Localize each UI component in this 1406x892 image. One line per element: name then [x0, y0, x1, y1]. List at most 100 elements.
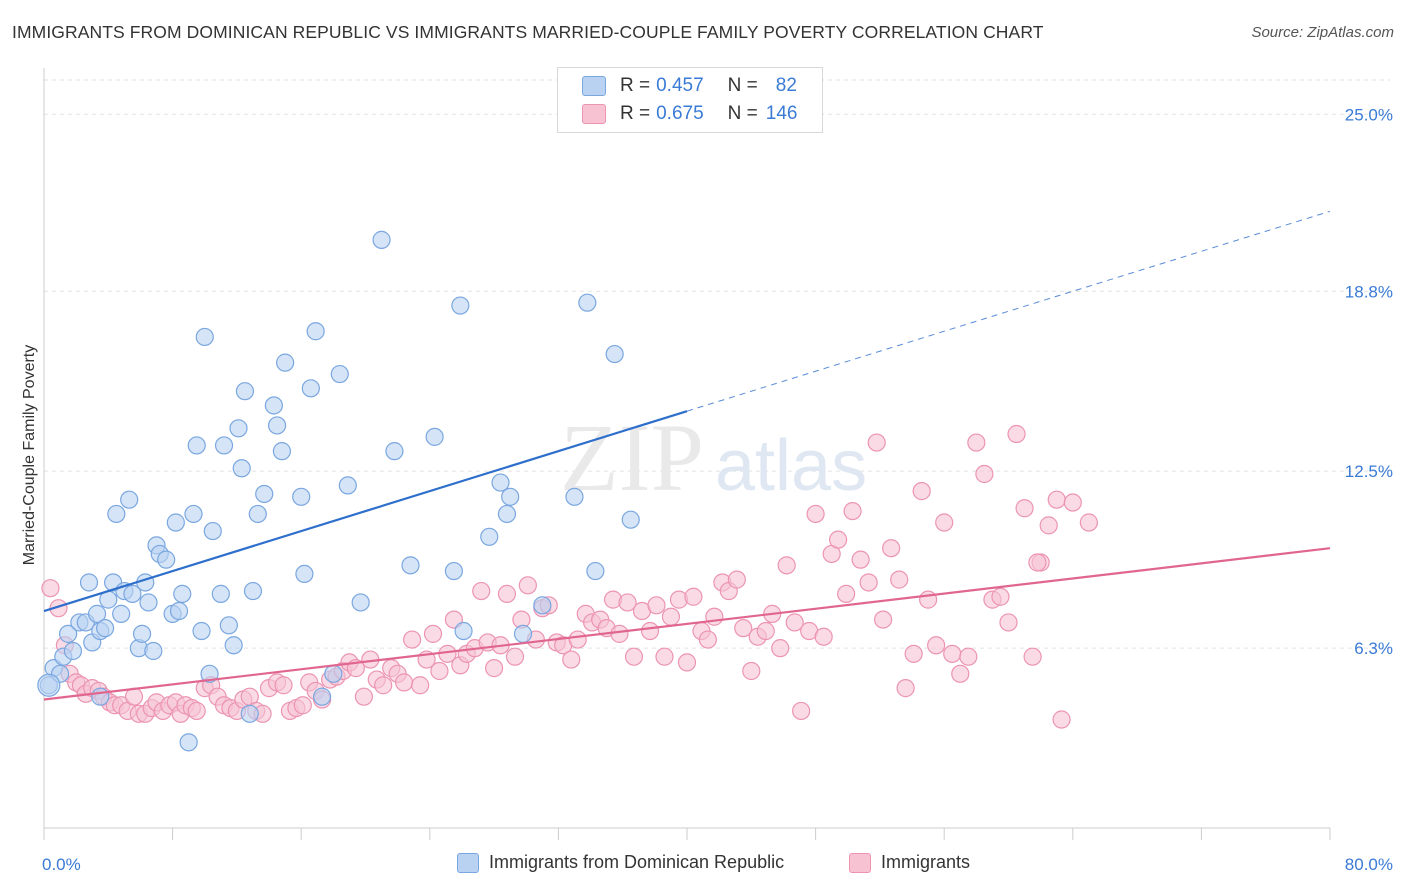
immigrants-point — [1039, 516, 1058, 535]
immigrants-point — [1023, 647, 1042, 666]
dominican-point — [578, 293, 597, 312]
immigrants-point — [1015, 499, 1034, 518]
immigrants-point — [727, 570, 746, 589]
dominican-point — [351, 593, 370, 612]
y-tick-label: 12.5% — [1345, 462, 1393, 481]
dominican-point — [63, 641, 83, 661]
immigrants-point — [742, 661, 761, 681]
immigrants-point — [785, 613, 804, 632]
immigrants-point — [959, 647, 978, 666]
immigrants-point — [904, 644, 923, 663]
dominican-point — [565, 487, 584, 506]
dominican-point — [497, 504, 517, 524]
immigrants-point — [771, 639, 790, 658]
immigrants-point — [896, 679, 915, 698]
dominican-point — [425, 427, 444, 446]
y-tick-label: 6.3% — [1354, 639, 1393, 658]
bottom-swatch-pink — [849, 852, 871, 873]
dominican-point — [224, 636, 243, 655]
dominican-point — [95, 619, 115, 638]
stats-legend: R = 0.457 N = 82 R = 0.675 N = 146 — [557, 67, 823, 133]
immigrants-point — [882, 539, 901, 558]
dominican-point — [240, 704, 259, 723]
immigrants-point — [943, 644, 962, 663]
legend-n-label: N = — [727, 75, 758, 96]
dominican-point — [533, 596, 552, 615]
watermark-atlas: atlas — [715, 426, 867, 506]
legend-r-label: R = — [620, 75, 651, 96]
dominican-point — [264, 396, 283, 415]
immigrants-point — [935, 513, 954, 532]
dominican-point — [444, 561, 464, 581]
immigrants-point — [472, 581, 491, 601]
immigrants-point — [1047, 490, 1066, 509]
y-tick-label: 25.0% — [1345, 105, 1393, 124]
dominican-point — [79, 573, 99, 592]
dominican-point — [324, 664, 343, 683]
bottom-legend-dominican: Immigrants from Dominican Republic — [457, 852, 784, 873]
dominican-point — [301, 379, 320, 398]
immigrants-point — [274, 676, 293, 695]
immigrants-point — [640, 621, 660, 641]
dominican-point — [91, 687, 110, 706]
immigrants-point — [867, 433, 886, 452]
dominican-point — [195, 327, 214, 347]
immigrants-point — [705, 607, 724, 626]
dominican-point — [501, 487, 520, 506]
dominican-point — [621, 510, 640, 529]
immigrants-point — [655, 647, 674, 666]
dominican-point — [214, 436, 234, 455]
immigrants-point — [919, 590, 938, 609]
immigrants-point — [1079, 513, 1098, 532]
immigrants-point — [792, 701, 811, 721]
chart-title: IMMIGRANTS FROM DOMINICAN REPUBLIC VS IM… — [12, 22, 1044, 42]
dominican-point — [139, 593, 158, 612]
dominican-point — [87, 604, 107, 623]
legend-row-dominican: R = 0.457 N = 82 — [582, 74, 797, 98]
dominican-point — [454, 621, 473, 641]
dominican-point — [200, 664, 219, 683]
dominican-trend-line — [43, 410, 688, 613]
bottom-legend-label: Immigrants — [881, 852, 971, 872]
immigrants-point — [187, 701, 206, 721]
immigrants-point — [293, 696, 312, 715]
legend-swatch-blue — [582, 76, 606, 96]
immigrants-point — [967, 433, 986, 452]
dominican-point — [173, 584, 192, 603]
bottom-swatch-blue — [457, 852, 479, 873]
immigrants-point — [843, 501, 862, 521]
immigrants-point — [698, 630, 717, 649]
watermark-zip: ZIP — [560, 404, 704, 511]
immigrants-point — [1007, 424, 1026, 444]
dominican-point — [276, 353, 295, 372]
immigrants-point — [403, 630, 422, 649]
immigrants-point — [1063, 493, 1082, 512]
legend-row-immigrants: R = 0.675 N = 146 — [582, 102, 797, 126]
dominican-point — [295, 564, 314, 584]
immigrants-point — [829, 530, 848, 549]
immigrants-point — [423, 624, 443, 643]
legend-n-value: 146 — [765, 103, 798, 124]
immigrants-point — [951, 664, 970, 683]
immigrants-point — [991, 587, 1010, 606]
dominican-point-cluster — [37, 673, 61, 697]
immigrants-point — [874, 610, 893, 629]
immigrants-point — [647, 596, 666, 615]
dominican-point — [132, 624, 152, 643]
immigrants-point — [505, 647, 525, 666]
bottom-legend-immigrants: Immigrants — [849, 852, 970, 873]
dominican-point — [179, 733, 198, 752]
legend-n-value: 82 — [775, 75, 797, 96]
immigrants-point — [661, 607, 681, 626]
immigrants-point — [837, 584, 856, 603]
x-tick-label-max: 80.0% — [1345, 855, 1393, 874]
dominican-point — [184, 504, 203, 524]
immigrants-point — [354, 687, 373, 706]
dominican-point — [219, 616, 238, 635]
dominican-point — [169, 601, 189, 621]
dominican-point — [330, 364, 349, 384]
immigrants-point — [1028, 553, 1047, 572]
immigrants-point — [624, 647, 644, 666]
dominican-point — [229, 419, 248, 438]
